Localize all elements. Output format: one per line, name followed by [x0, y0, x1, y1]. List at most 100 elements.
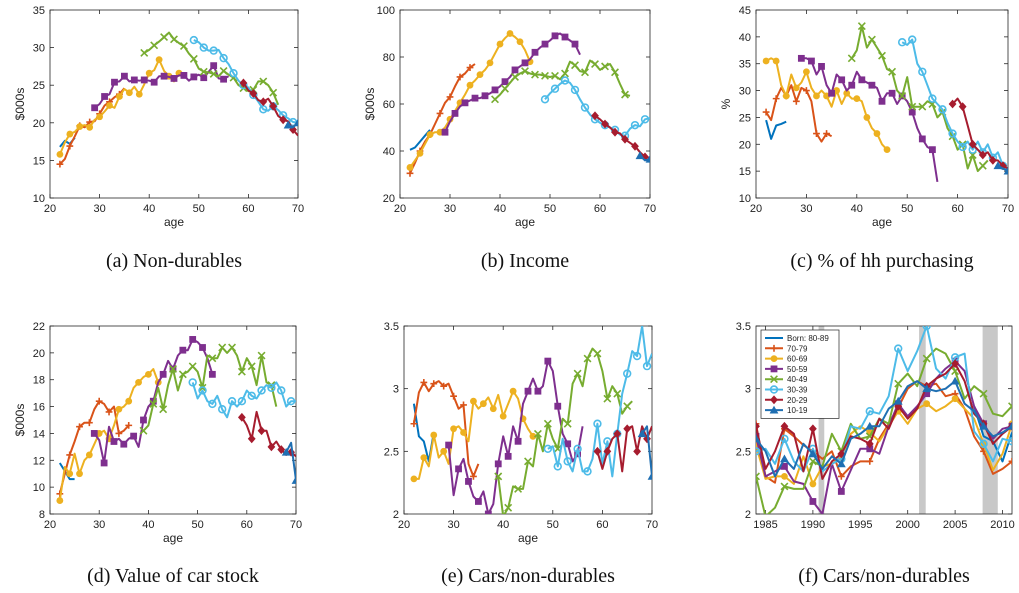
- y-tick-label: 40: [739, 32, 751, 44]
- data-point-60-69: [406, 164, 414, 171]
- data-point-60-69: [85, 451, 93, 459]
- x-tick-label: 40: [142, 519, 154, 531]
- series-line-50-59: [444, 32, 581, 133]
- data-point-50-59: [179, 346, 187, 354]
- data-point-20-29: [780, 421, 789, 431]
- data-point-30-39: [958, 142, 967, 152]
- data-point-60-69: [420, 454, 428, 461]
- data-point-30-39: [189, 35, 199, 45]
- data-point-60-69: [135, 90, 143, 98]
- data-point-20-29: [978, 150, 987, 160]
- x-tick-label: 50: [191, 519, 203, 531]
- data-point-60-69: [155, 56, 163, 64]
- x-tick-label: 20: [398, 519, 410, 531]
- data-point-50-59: [514, 437, 522, 445]
- data-point-40-49: [543, 419, 552, 428]
- data-point-60-69: [923, 400, 931, 408]
- data-point-60-69: [410, 475, 418, 483]
- y-tick-label: 30: [33, 43, 45, 55]
- series-line-80-89: [765, 119, 787, 140]
- data-point-50-59: [908, 108, 916, 116]
- data-point-50-59: [208, 370, 216, 378]
- x-axis-label: age: [518, 531, 538, 545]
- x-tick-label: 20: [44, 203, 56, 215]
- x-tick-label: 1985: [753, 519, 777, 531]
- series-line-70-79: [765, 84, 833, 143]
- data-point-30-39: [583, 467, 592, 476]
- data-point-50-59: [929, 146, 936, 154]
- series-line-40-49: [494, 59, 631, 101]
- data-point-30-39: [188, 378, 197, 387]
- y-tick-label: 14: [33, 428, 45, 440]
- data-point-60-69: [809, 480, 817, 488]
- x-tick-label: 30: [93, 203, 105, 215]
- panel-caption: (c) % of hh purchasing: [790, 250, 974, 272]
- data-point-40-49: [149, 399, 158, 408]
- data-point-50-59: [140, 76, 148, 84]
- data-point-30-39: [209, 46, 218, 55]
- x-tick-label: 1995: [848, 519, 872, 531]
- data-point-70-79: [866, 457, 874, 465]
- data-point-40-49: [561, 69, 569, 78]
- data-point-50-59: [455, 465, 462, 473]
- data-point-30-39: [908, 35, 917, 44]
- data-point-60-69: [426, 131, 434, 138]
- data-point-10-19: [637, 429, 647, 438]
- data-point-60-69: [499, 412, 507, 420]
- data-point-70-79: [446, 93, 454, 101]
- data-point-70-79: [410, 420, 418, 428]
- data-point-20-29: [249, 89, 258, 98]
- series-line-50-59: [801, 57, 939, 183]
- data-point-60-69: [66, 470, 74, 478]
- data-point-10-19: [950, 376, 960, 385]
- legend-marker-60-69: [770, 355, 778, 362]
- data-point-30-39: [219, 53, 228, 63]
- data-point-50-59: [809, 498, 817, 505]
- recession-shading: [919, 326, 926, 514]
- data-point-40-49: [247, 362, 256, 371]
- data-point-50-59: [461, 99, 469, 107]
- data-point-50-59: [551, 32, 559, 40]
- data-point-40-49: [170, 35, 178, 44]
- data-point-30-39: [928, 94, 937, 103]
- data-point-50-59: [501, 78, 509, 86]
- data-point-30-39: [229, 68, 238, 78]
- plot-area-frame: [399, 9, 651, 199]
- data-point-50-59: [888, 89, 896, 97]
- data-point-50-59: [918, 135, 926, 143]
- data-point-50-59: [121, 72, 128, 80]
- y-tick-label: 45: [739, 6, 751, 17]
- data-point-20-29: [247, 434, 256, 444]
- data-point-20-29: [958, 102, 967, 112]
- data-point-40-49: [857, 22, 866, 31]
- y-tick-label: 2.5: [384, 446, 399, 458]
- y-tick-label: 15: [33, 155, 45, 167]
- data-point-50-59: [100, 459, 108, 467]
- x-tick-label: 2010: [990, 519, 1014, 531]
- y-tick-label: 25: [739, 112, 751, 124]
- data-point-60-69: [466, 81, 474, 89]
- data-point-70-79: [85, 419, 93, 427]
- data-point-20-29: [269, 101, 278, 111]
- data-point-50-59: [120, 440, 128, 448]
- data-point-10-19: [645, 154, 650, 163]
- y-tick-label: 10: [33, 193, 45, 205]
- data-point-60-69: [496, 40, 504, 48]
- data-point-30-39: [780, 434, 789, 444]
- x-tick-label: 60: [242, 203, 254, 215]
- x-tick-label: 60: [596, 519, 608, 531]
- data-point-20-29: [633, 446, 642, 456]
- x-tick-label: 70: [290, 519, 302, 531]
- data-point-40-49: [504, 503, 513, 512]
- x-tick-label: 1990: [801, 519, 825, 531]
- data-point-40-49: [611, 68, 619, 77]
- x-tick-label: 40: [143, 203, 155, 215]
- x-tick-label: 70: [644, 203, 656, 215]
- data-point-40-49: [908, 102, 917, 111]
- data-point-40-49: [237, 367, 246, 376]
- data-point-60-69: [813, 92, 820, 100]
- legend-entry-30-39: 30-39: [787, 386, 808, 395]
- data-point-40-49: [531, 70, 539, 79]
